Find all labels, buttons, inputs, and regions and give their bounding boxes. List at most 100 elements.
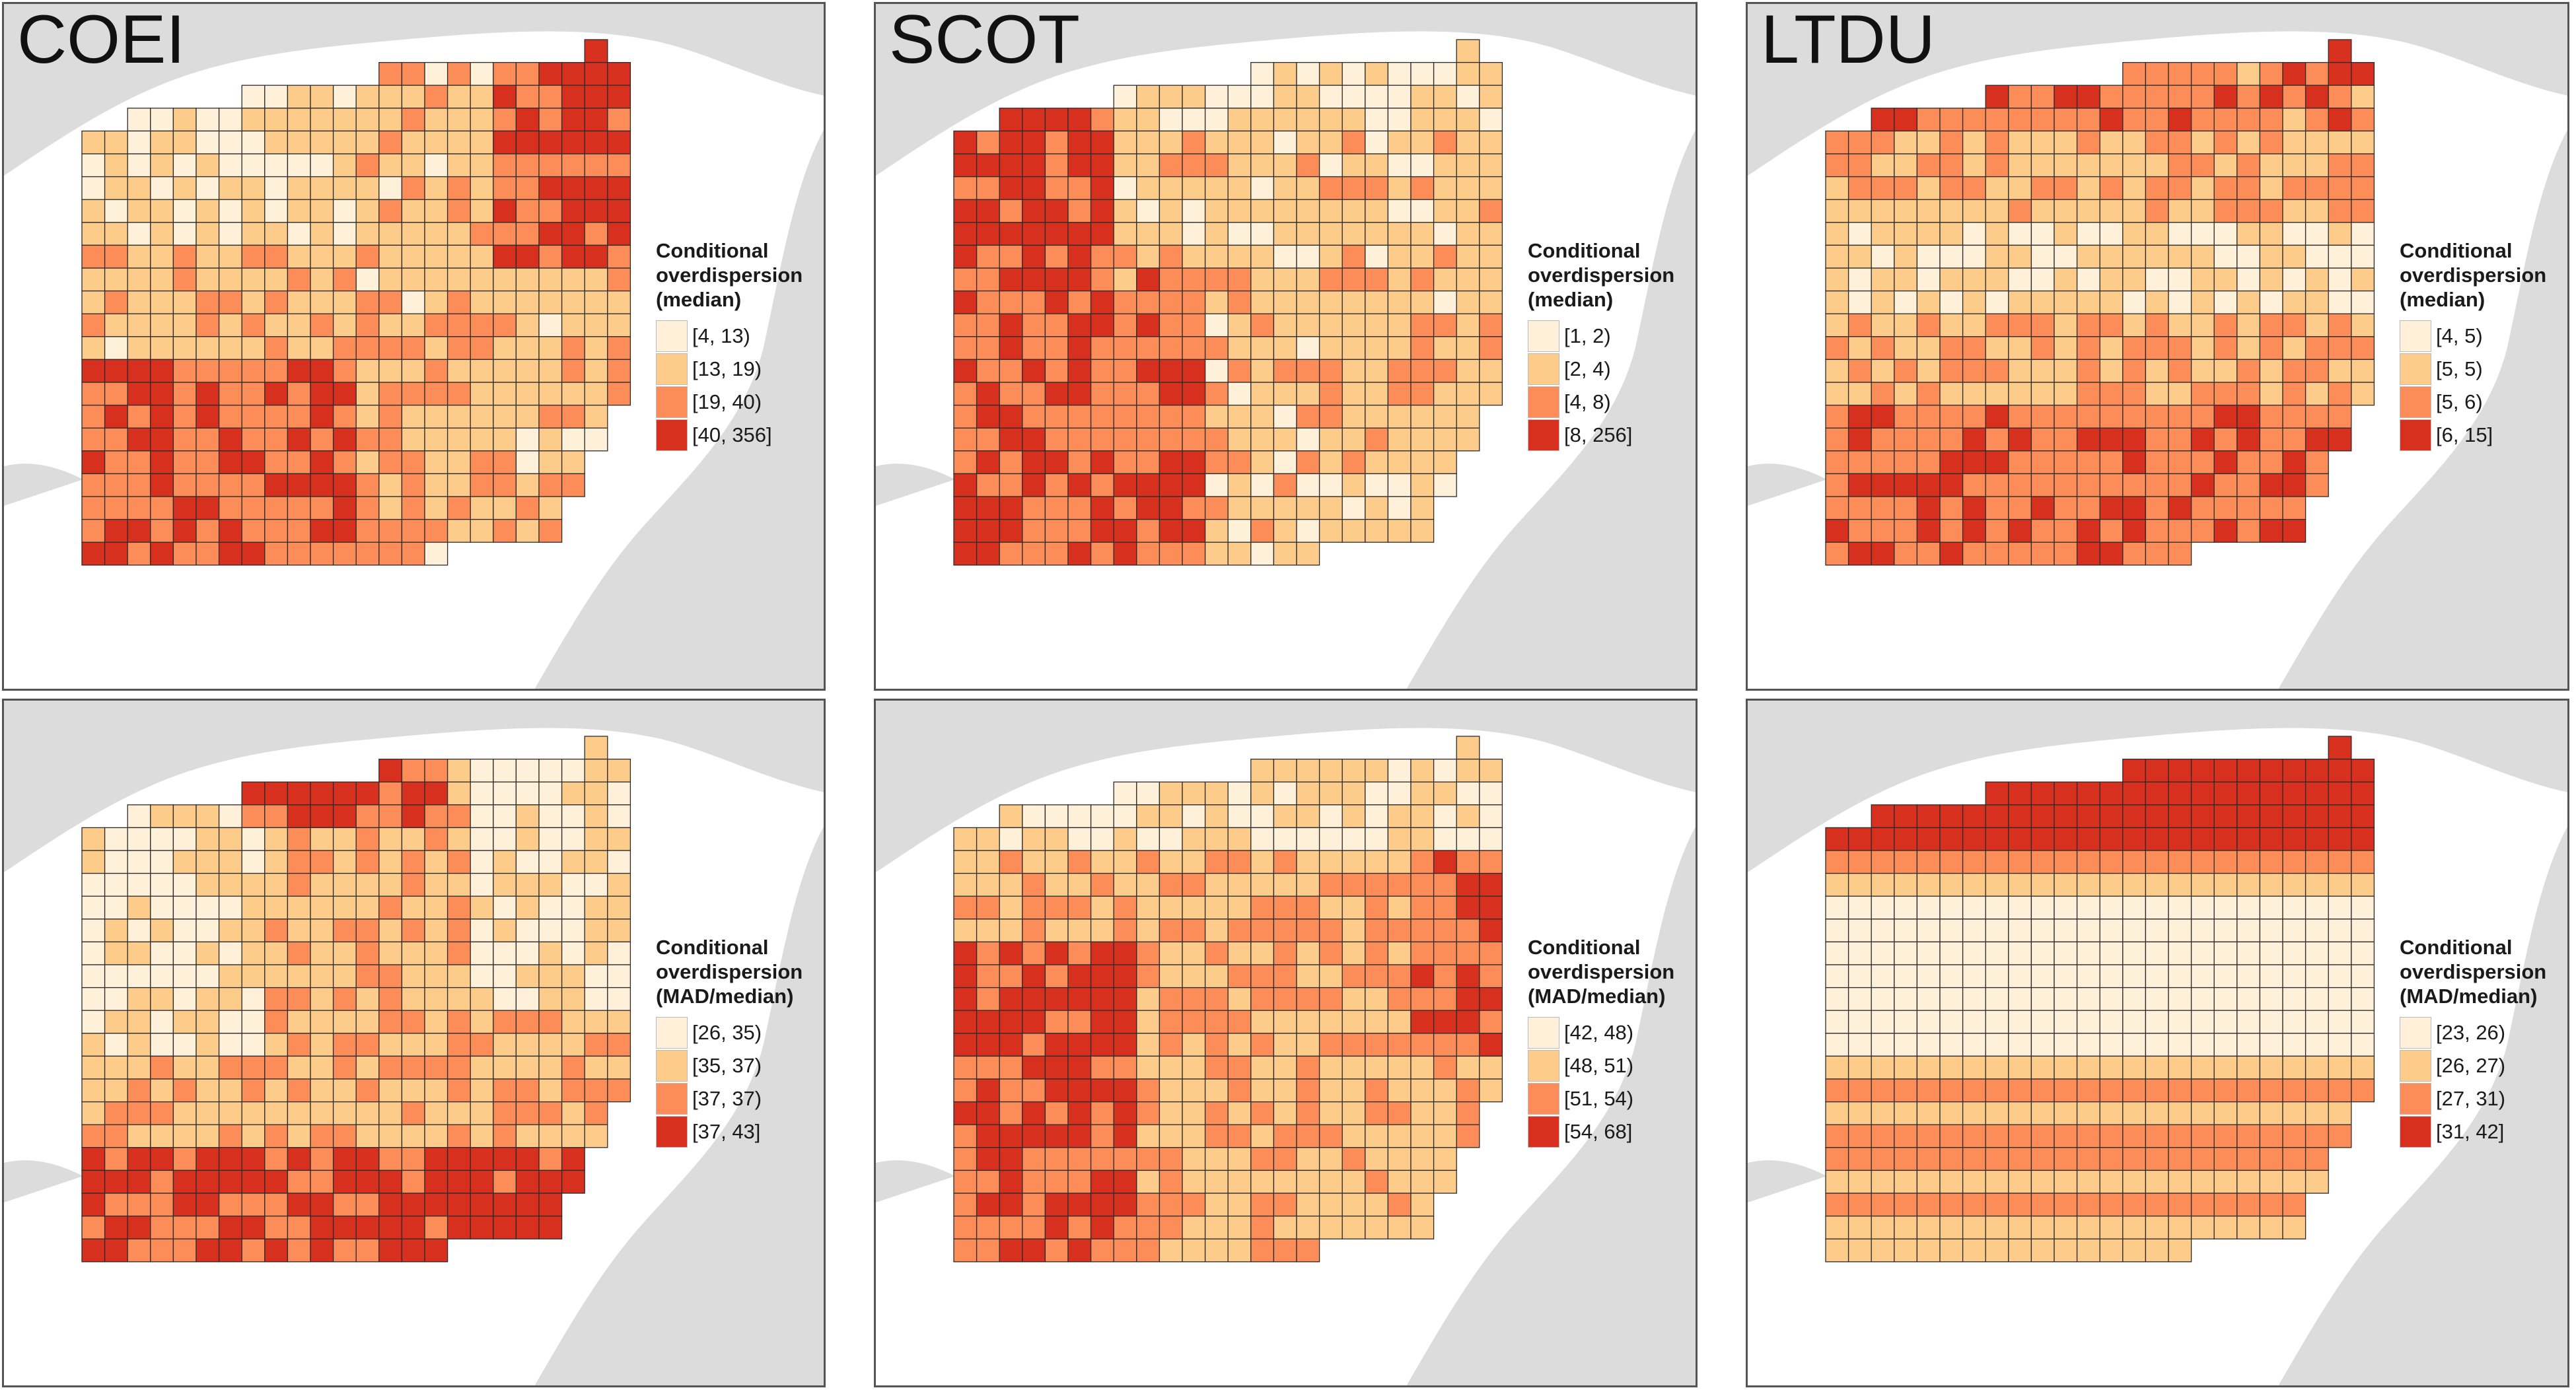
- grid-cell: [355, 1169, 380, 1194]
- grid-cell: [1318, 1101, 1343, 1125]
- grid-cell: [1410, 450, 1435, 475]
- grid-cell: [1204, 1147, 1229, 1171]
- grid-cell: [2076, 1078, 2100, 1103]
- grid-cell: [1136, 1101, 1161, 1125]
- grid-cell: [1159, 496, 1183, 520]
- grid-cell: [401, 222, 425, 246]
- legend-title-line: overdispersion: [1528, 263, 1675, 287]
- grid-cell: [447, 964, 471, 989]
- grid-cell: [2145, 313, 2169, 337]
- grid-cell: [1022, 1055, 1046, 1080]
- grid-cell: [2122, 153, 2147, 178]
- grid-cell: [310, 1101, 334, 1125]
- grid-cell: [470, 85, 494, 109]
- grid-cell: [999, 919, 1023, 943]
- grid-cell: [2076, 313, 2100, 337]
- grid-cell: [401, 1147, 425, 1171]
- grid-cell: [150, 1124, 174, 1148]
- grid-cell: [264, 153, 289, 178]
- grid-cell: [1871, 1124, 1895, 1148]
- grid-cell: [287, 153, 311, 178]
- grid-cell: [378, 1193, 403, 1217]
- grid-cell: [1022, 427, 1046, 452]
- grid-cell: [1939, 919, 1964, 943]
- grid-cell: [1871, 1078, 1895, 1103]
- grid-cell: [1985, 267, 2009, 292]
- grid-cell: [1318, 313, 1343, 337]
- grid-cell: [470, 781, 494, 806]
- grid-cell: [999, 1010, 1023, 1034]
- grid-cell: [172, 427, 197, 452]
- grid-cell: [1113, 199, 1137, 223]
- grid-cell: [2054, 496, 2078, 520]
- grid-cell: [493, 176, 517, 200]
- grid-cell: [2282, 244, 2307, 269]
- grid-cell: [2076, 827, 2100, 851]
- grid-cell: [1204, 108, 1229, 132]
- grid-cell: [2030, 1193, 2055, 1217]
- grid-cell: [2236, 61, 2261, 86]
- grid-cell: [2030, 222, 2055, 246]
- grid-cell: [1182, 130, 1206, 155]
- grid-cell: [2122, 85, 2147, 109]
- grid-cell: [1227, 108, 1252, 132]
- grid-cell: [515, 1055, 540, 1080]
- grid-cell: [355, 1238, 380, 1263]
- grid-cell: [1136, 473, 1161, 497]
- grid-cell: [310, 1193, 334, 1217]
- grid-cell: [1182, 1078, 1206, 1103]
- grid-cell: [1159, 895, 1183, 920]
- grid-cell: [1387, 85, 1412, 109]
- grid-cell: [1365, 1010, 1389, 1034]
- grid-cell: [1273, 404, 1297, 429]
- legend-swatch: [1528, 1083, 1559, 1115]
- grid-cell: [2259, 1055, 2283, 1080]
- grid-cell: [2008, 919, 2032, 943]
- grid-cell: [999, 130, 1023, 155]
- grid-cell: [1916, 130, 1941, 155]
- grid-cell: [1318, 336, 1343, 361]
- grid-cell: [1342, 199, 1366, 223]
- grid-cell: [584, 781, 608, 806]
- grid-cell: [1067, 1147, 1092, 1171]
- grid-cell: [1022, 313, 1046, 337]
- grid-cell: [2305, 290, 2329, 314]
- grid-cell: [1894, 804, 1918, 829]
- grid-cell: [2236, 1033, 2261, 1057]
- grid-cell: [1273, 964, 1297, 989]
- grid-cell: [401, 1193, 425, 1217]
- grid-cell: [2305, 941, 2329, 965]
- grid-cell: [332, 1078, 357, 1103]
- grid-cell: [2282, 382, 2307, 406]
- legend-label: [5, 5): [2436, 357, 2483, 380]
- grid-cell: [287, 244, 311, 269]
- grid-cell: [2236, 473, 2261, 497]
- grid-cell: [150, 1078, 174, 1103]
- grid-cell: [1090, 987, 1114, 1011]
- grid-cell: [515, 244, 540, 269]
- grid-cell: [1159, 827, 1183, 851]
- grid-cell: [2030, 473, 2055, 497]
- grid-cell: [1022, 1033, 1046, 1057]
- grid-cell: [607, 1010, 631, 1034]
- grid-cell: [1227, 1193, 1252, 1217]
- grid-cell: [355, 895, 380, 920]
- grid-cell: [1871, 244, 1895, 269]
- grid-cell: [447, 1124, 471, 1148]
- grid-cell: [1962, 382, 1986, 406]
- grid-cell: [1342, 336, 1366, 361]
- grid-cell: [2190, 267, 2215, 292]
- grid-cell: [1962, 130, 1986, 155]
- grid-cell: [264, 427, 289, 452]
- grid-cell: [2145, 404, 2169, 429]
- grid-cell: [332, 1169, 357, 1194]
- grid-cell: [2076, 473, 2100, 497]
- grid-cell: [2122, 61, 2147, 86]
- grid-cell: [1022, 941, 1046, 965]
- grid-cell: [1136, 176, 1161, 200]
- grid-cell: [2145, 872, 2169, 897]
- grid-cell: [1962, 267, 1986, 292]
- grid-cell: [493, 518, 517, 543]
- grid-cell: [1871, 313, 1895, 337]
- grid-cell: [470, 1101, 494, 1125]
